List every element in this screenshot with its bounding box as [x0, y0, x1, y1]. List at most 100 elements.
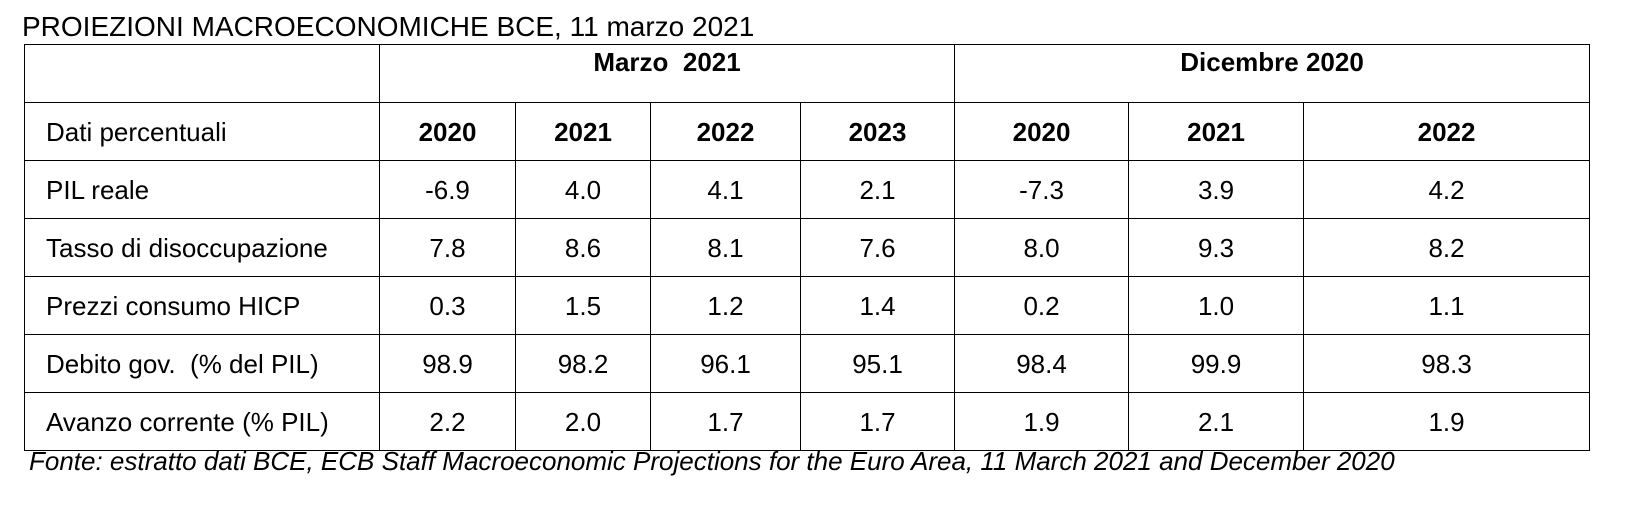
value-cell: 99.9: [1128, 334, 1305, 393]
value-cell: 1.4: [799, 276, 956, 335]
value-cell: 3.9: [1128, 160, 1305, 219]
year-header-cell: 2021: [515, 102, 651, 161]
source-footnote: Fonte: estratto dati BCE, ECB Staff Macr…: [29, 446, 1395, 476]
value-cell: 0.2: [954, 276, 1130, 335]
value-cell: 8.1: [650, 218, 801, 277]
value-cell: -7.3: [954, 160, 1130, 219]
group-header-label: Dicembre 2020: [1180, 47, 1364, 77]
value-cell: 1.7: [799, 392, 956, 451]
value-text: 2.0: [564, 407, 602, 437]
value-text: 1.4: [859, 291, 896, 321]
value-cell: 1.0: [1128, 276, 1305, 335]
value-text: 8.6: [564, 233, 602, 263]
value-text: 8.0: [1023, 233, 1060, 263]
value-text: 98.3: [1421, 349, 1472, 379]
table-row: Tasso di disoccupazione 7.8 8.6 8.1 7.6 …: [24, 218, 1591, 277]
value-cell: 2.2: [379, 392, 516, 451]
row-label-cell: Debito gov. (% del PIL): [24, 334, 380, 393]
value-text: 1.1: [1428, 291, 1465, 321]
value-text: 98.9: [422, 349, 473, 379]
year-header-cell: 2020: [954, 102, 1130, 161]
value-cell: 7.6: [799, 218, 956, 277]
value-text: 7.8: [429, 233, 466, 263]
year-label: 2020: [418, 117, 477, 147]
value-cell: 2.0: [515, 392, 651, 451]
value-cell: 2.1: [799, 160, 956, 219]
value-text: 2.2: [429, 407, 466, 437]
value-cell: 0.3: [379, 276, 516, 335]
value-cell: 1.9: [954, 392, 1130, 451]
value-text: 4.1: [707, 175, 744, 205]
value-cell: 2.1: [1128, 392, 1305, 451]
year-header-cell: 2022: [650, 102, 801, 161]
value-text: 0.2: [1023, 291, 1060, 321]
row-label-cell: PIL reale: [24, 160, 380, 219]
year-label: 2020: [1012, 117, 1071, 147]
row-label-cell: Tasso di disoccupazione: [24, 218, 380, 277]
row-label: Prezzi consumo HICP: [46, 291, 301, 321]
value-text: 1.0: [1197, 291, 1235, 321]
value-cell: 98.9: [379, 334, 516, 393]
value-text: 99.9: [1190, 349, 1242, 379]
value-text: 8.2: [1428, 233, 1465, 263]
row-label: Tasso di disoccupazione: [46, 233, 328, 263]
value-text: 4.0: [564, 175, 602, 205]
row-label-cell: Avanzo corrente (% PIL): [24, 392, 380, 451]
value-text: 4.2: [1428, 175, 1465, 205]
row-label: Avanzo corrente (% PIL): [46, 407, 329, 437]
empty-corner-cell: [24, 44, 380, 103]
value-cell: 95.1: [799, 334, 956, 393]
year-header-cell: 2020: [379, 102, 516, 161]
value-cell: 1.1: [1303, 276, 1591, 335]
table-row: Prezzi consumo HICP 0.3 1.5 1.2 1.4 0.2 …: [24, 276, 1591, 335]
projections-table: Marzo 2021 Dicembre 2020 Dati percentual…: [24, 44, 1591, 451]
value-cell: 4.1: [650, 160, 801, 219]
year-label: 2021: [554, 117, 612, 147]
year-label: 2022: [696, 117, 755, 147]
value-cell: 1.7: [650, 392, 801, 451]
value-cell: 1.5: [515, 276, 651, 335]
value-cell: 1.9: [1303, 392, 1591, 451]
value-text: -6.9: [425, 175, 470, 205]
value-cell: 98.3: [1303, 334, 1591, 393]
year-header-cell: 2022: [1303, 102, 1591, 161]
year-header-cell: 2021: [1128, 102, 1305, 161]
value-text: 1.7: [707, 407, 744, 437]
value-cell: 96.1: [650, 334, 801, 393]
value-text: 8.1: [707, 233, 744, 263]
group-header-row: Marzo 2021 Dicembre 2020: [24, 44, 1591, 103]
value-text: 1.9: [1023, 407, 1060, 437]
value-text: -7.3: [1019, 175, 1064, 205]
group-header-december-2020: Dicembre 2020: [954, 44, 1591, 103]
value-cell: 98.4: [954, 334, 1130, 393]
value-text: 7.6: [859, 233, 896, 263]
value-cell: 8.2: [1303, 218, 1591, 277]
year-label: 2021: [1187, 117, 1245, 147]
row-label: Debito gov. (% del PIL): [46, 349, 319, 379]
value-cell: 1.2: [650, 276, 801, 335]
group-header-label: Marzo 2021: [593, 47, 741, 77]
value-text: 96.1: [700, 349, 751, 379]
value-text: 1.9: [1428, 407, 1465, 437]
value-cell: 9.3: [1128, 218, 1305, 277]
row-label: PIL reale: [46, 175, 150, 205]
value-text: 98.4: [1016, 349, 1067, 379]
value-cell: 8.0: [954, 218, 1130, 277]
value-text: 1.5: [564, 291, 602, 321]
value-text: 98.2: [557, 349, 609, 379]
value-text: 1.7: [859, 407, 896, 437]
value-text: 95.1: [852, 349, 903, 379]
table-row: Avanzo corrente (% PIL) 2.2 2.0 1.7 1.7 …: [24, 392, 1591, 451]
year-label: 2022: [1417, 117, 1476, 147]
value-cell: 98.2: [515, 334, 651, 393]
year-header-row: Dati percentuali 2020 2021 2022 2023 202…: [24, 102, 1591, 161]
value-cell: 4.2: [1303, 160, 1591, 219]
value-text: 2.1: [859, 175, 896, 205]
value-cell: 4.0: [515, 160, 651, 219]
year-header-cell: 2023: [799, 102, 956, 161]
row-header-label: Dati percentuali: [46, 117, 227, 147]
value-text: 0.3: [429, 291, 466, 321]
row-label-cell: Prezzi consumo HICP: [24, 276, 380, 335]
value-text: 9.3: [1197, 233, 1235, 263]
value-text: 1.2: [707, 291, 744, 321]
